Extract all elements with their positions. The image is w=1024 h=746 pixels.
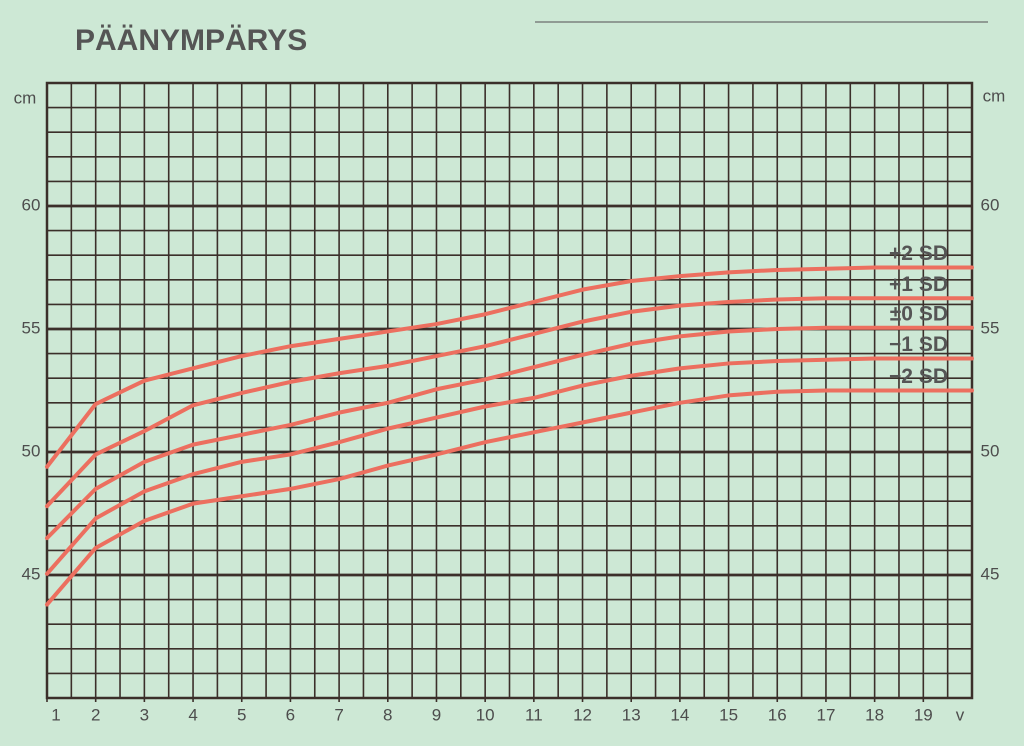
x-tick-label: 11 [525,705,543,724]
y-axis-label-left: cm [14,88,37,107]
series-label: −2 SD [889,365,948,388]
series-label: ±0 SD [890,302,948,325]
sd-curve [45,325,974,541]
x-tick-label: 12 [573,705,592,724]
x-tick-label: 16 [768,705,787,724]
sd-curve [45,265,974,469]
sd-curve [45,388,974,607]
x-tick-label: 9 [432,705,441,724]
x-tick-label: 14 [670,705,689,724]
sd-curve [45,296,974,509]
chart-title: PÄÄNYMPÄRYS [75,24,307,57]
x-tick-label: 3 [140,705,149,724]
series-label: +1 SD [889,273,948,296]
y-tick-label: 55 [22,318,41,337]
y-tick-label: 60 [981,195,1000,214]
x-tick-label: 6 [286,705,295,724]
x-tick-label: 2 [91,705,100,724]
y-tick-label: 45 [981,564,1000,583]
series-label: −1 SD [889,333,948,356]
x-axis-label: v [956,705,965,724]
x-tick-label: 5 [237,705,246,724]
y-tick-label: 50 [981,441,1000,460]
y-tick-label: 45 [22,564,41,583]
sd-curve [45,356,974,576]
x-tick-label: 10 [476,705,495,724]
y-tick-label: 55 [981,318,1000,337]
x-tick-label: 13 [622,705,641,724]
x-tick-label: 18 [865,705,884,724]
y-axis-label-right: cm [983,86,1006,105]
y-tick-label: 50 [22,441,41,460]
x-tick-label: 15 [719,705,738,724]
x-tick-label: 7 [334,705,343,724]
x-tick-label: 8 [383,705,392,724]
series-label: +2 SD [889,242,948,265]
x-tick-label: 17 [816,705,835,724]
x-tick-label: 19 [914,705,933,724]
x-tick-label: 4 [188,705,197,724]
x-tick-label: 1 [51,705,60,724]
y-tick-label: 60 [22,195,41,214]
